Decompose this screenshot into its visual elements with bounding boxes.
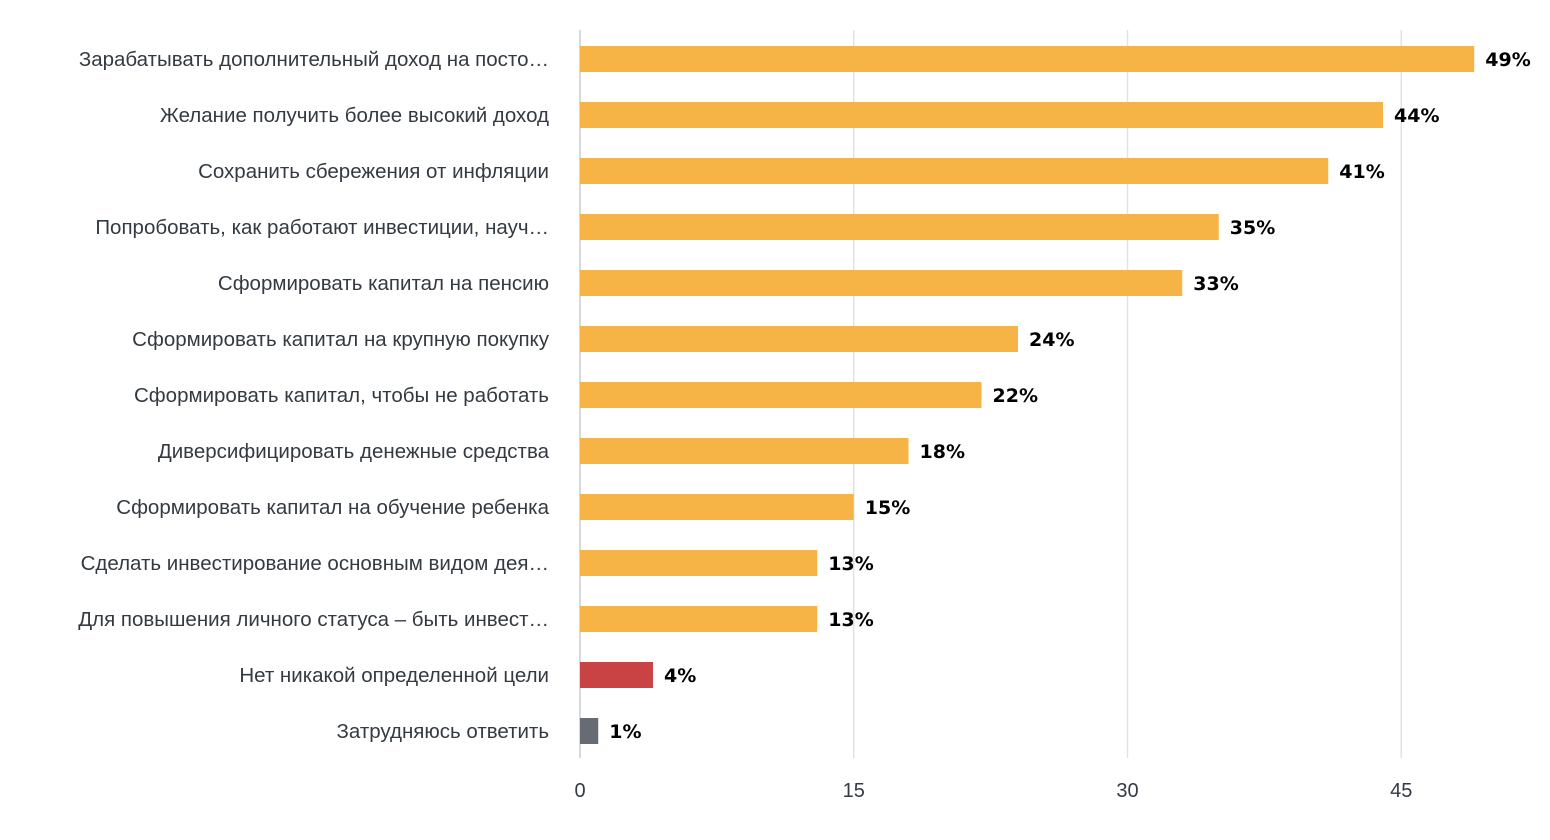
- category-label: Сделать инвестирование основным видом де…: [81, 552, 549, 575]
- bar: [580, 158, 1329, 184]
- category-label: Сохранить сбережения от инфляции: [198, 160, 549, 183]
- category-label: Зарабатывать дополнительный доход на пос…: [79, 48, 549, 71]
- category-label: Сформировать капитал, чтобы не работать: [134, 384, 549, 407]
- bars: [580, 46, 1475, 744]
- bar: [580, 326, 1018, 352]
- value-label: 35%: [1230, 217, 1275, 239]
- x-tick-label: 0: [574, 780, 585, 802]
- value-label: 4%: [664, 665, 696, 687]
- value-label: 13%: [828, 609, 873, 631]
- value-label: 41%: [1339, 161, 1384, 183]
- bar: [580, 606, 818, 632]
- category-label: Попробовать, как работают инвестиции, на…: [95, 216, 549, 239]
- category-label: Желание получить более высокий доход: [160, 104, 549, 127]
- bar: [580, 718, 599, 744]
- bar: [580, 46, 1475, 72]
- value-label: 22%: [993, 385, 1038, 407]
- bar: [580, 270, 1183, 296]
- category-label: Для повышения личного статуса – быть инв…: [78, 608, 549, 631]
- bar: [580, 550, 818, 576]
- category-label: Сформировать капитал на пенсию: [218, 272, 549, 295]
- category-label: Сформировать капитал на обучение ребенка: [116, 496, 549, 519]
- category-label: Диверсифицировать денежные средства: [158, 440, 550, 463]
- bar: [580, 382, 982, 408]
- value-label: 33%: [1193, 273, 1238, 295]
- value-label: 18%: [920, 441, 965, 463]
- category-label: Затрудняюсь ответить: [337, 720, 549, 743]
- value-label: 24%: [1029, 329, 1074, 351]
- category-label: Сформировать капитал на крупную покупку: [132, 328, 550, 351]
- bar: [580, 102, 1383, 128]
- x-tick-label: 45: [1390, 780, 1412, 802]
- x-tick-label: 30: [1116, 780, 1138, 802]
- category-label: Нет никакой определенной цели: [239, 664, 549, 687]
- x-axis-ticks: 0 15 30 45: [574, 780, 1412, 802]
- value-label: 49%: [1485, 49, 1530, 71]
- value-label: 15%: [865, 497, 910, 519]
- x-tick-label: 15: [843, 780, 865, 802]
- category-labels: Зарабатывать дополнительный доход на пос…: [78, 48, 550, 743]
- bar: [580, 494, 854, 520]
- value-label: 13%: [828, 553, 873, 575]
- value-label: 1%: [609, 721, 641, 743]
- bar: [580, 662, 653, 688]
- value-labels: 49% 44% 41% 35% 33% 24% 22% 18% 15% 13% 13% 4% 1%: [609, 49, 1530, 743]
- bar: [580, 438, 909, 464]
- bar: [580, 214, 1219, 240]
- value-label: 44%: [1394, 105, 1439, 127]
